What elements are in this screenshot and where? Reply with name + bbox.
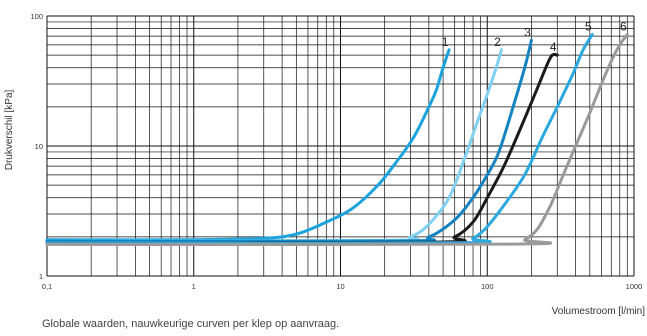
x-tick-label: 100 — [481, 282, 494, 291]
y-axis-title: Drukverschil [kPa] — [4, 89, 15, 170]
x-tick-label: 1 — [192, 282, 196, 291]
curve-label-5: 5 — [585, 20, 592, 34]
y-tick-label: 100 — [30, 12, 43, 21]
grid — [46, 15, 635, 277]
curve-labels: 1 2 3 4 5 6 — [442, 20, 627, 55]
curve-5 — [45, 33, 594, 245]
x-tick-label: 0,1 — [42, 282, 52, 291]
x-tick-label: 10 — [336, 282, 344, 291]
curves — [45, 33, 629, 247]
curve-label-6: 6 — [620, 20, 627, 34]
curve-1 — [45, 48, 451, 242]
curve-3 — [45, 38, 533, 243]
y-tick-label: 1 — [39, 272, 43, 281]
curve-label-4: 4 — [550, 40, 557, 54]
x-axis-title: Volumestroom [l/min] — [552, 306, 646, 317]
curve-label-1: 1 — [442, 35, 449, 49]
curve-label-2: 2 — [494, 35, 501, 49]
curve-6 — [45, 33, 629, 247]
y-tick-label: 10 — [35, 142, 43, 151]
x-tick-label: 1000 — [626, 282, 643, 291]
curve-label-3: 3 — [524, 25, 531, 39]
footnote: Globale waarden, nauwkeurige curven per … — [42, 318, 340, 330]
